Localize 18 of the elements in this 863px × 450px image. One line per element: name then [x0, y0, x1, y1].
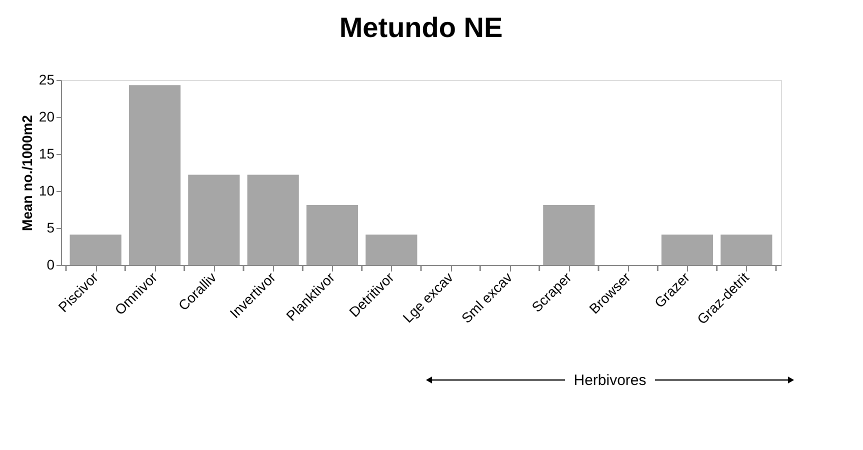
- y-tick-label: 25: [38, 72, 55, 88]
- y-tick-label: 20: [38, 108, 55, 124]
- bar: [70, 234, 122, 265]
- bar: [661, 234, 714, 265]
- bar: [247, 174, 299, 265]
- y-tick-label: 10: [38, 182, 55, 198]
- text: Herbivores: [574, 372, 646, 389]
- bar: [366, 234, 418, 265]
- bar: [188, 174, 240, 265]
- y-tick-label: 0: [46, 256, 55, 272]
- bar: [128, 85, 181, 265]
- y-axis-title: Mean no./1000m2: [18, 114, 35, 231]
- chart-title: Metundo NE: [339, 12, 503, 43]
- bar: [720, 234, 772, 265]
- bar: [543, 205, 595, 265]
- y-tick-label: 15: [38, 146, 55, 162]
- bar: [306, 205, 358, 265]
- y-tick-label: 5: [46, 220, 55, 236]
